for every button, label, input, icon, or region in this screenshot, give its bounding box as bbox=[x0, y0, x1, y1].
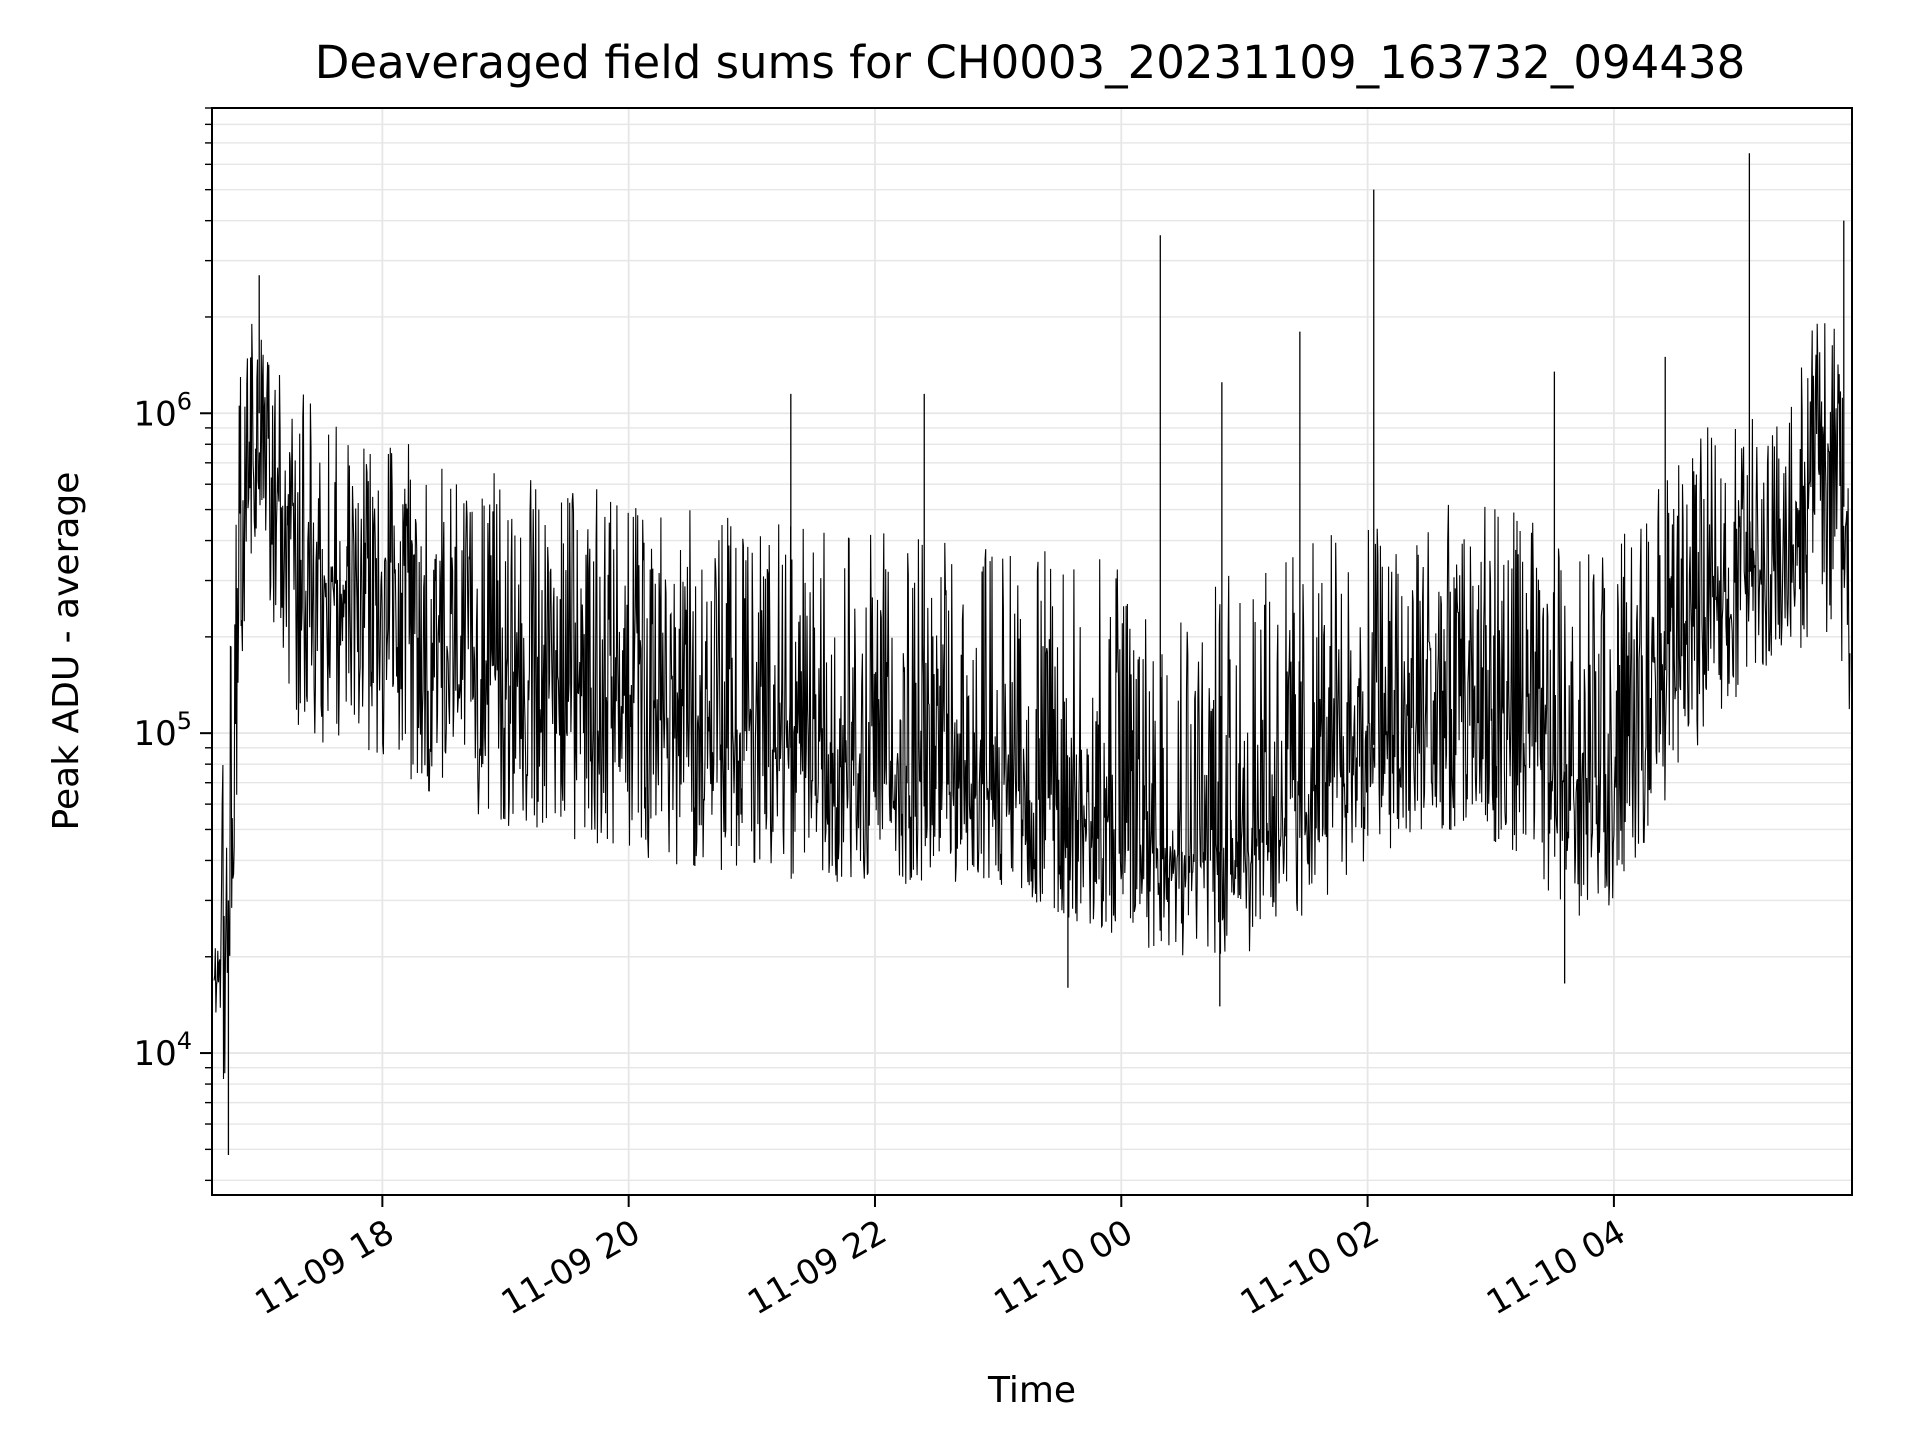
series-line bbox=[213, 323, 1851, 1080]
y-tick-label: 105 bbox=[133, 707, 192, 754]
y-tick-label: 106 bbox=[133, 387, 192, 434]
y-tick-label: 104 bbox=[133, 1027, 192, 1074]
chart-title: Deaveraged field sums for CH0003_2023110… bbox=[315, 36, 1745, 89]
y-axis-ticks: 104 105 106 bbox=[133, 107, 212, 1182]
data-series bbox=[213, 153, 1851, 1156]
plot-frame bbox=[211, 107, 1853, 1196]
y-axis-label: Peak ADU - average bbox=[46, 472, 87, 831]
x-axis-label: Time bbox=[987, 1370, 1076, 1411]
